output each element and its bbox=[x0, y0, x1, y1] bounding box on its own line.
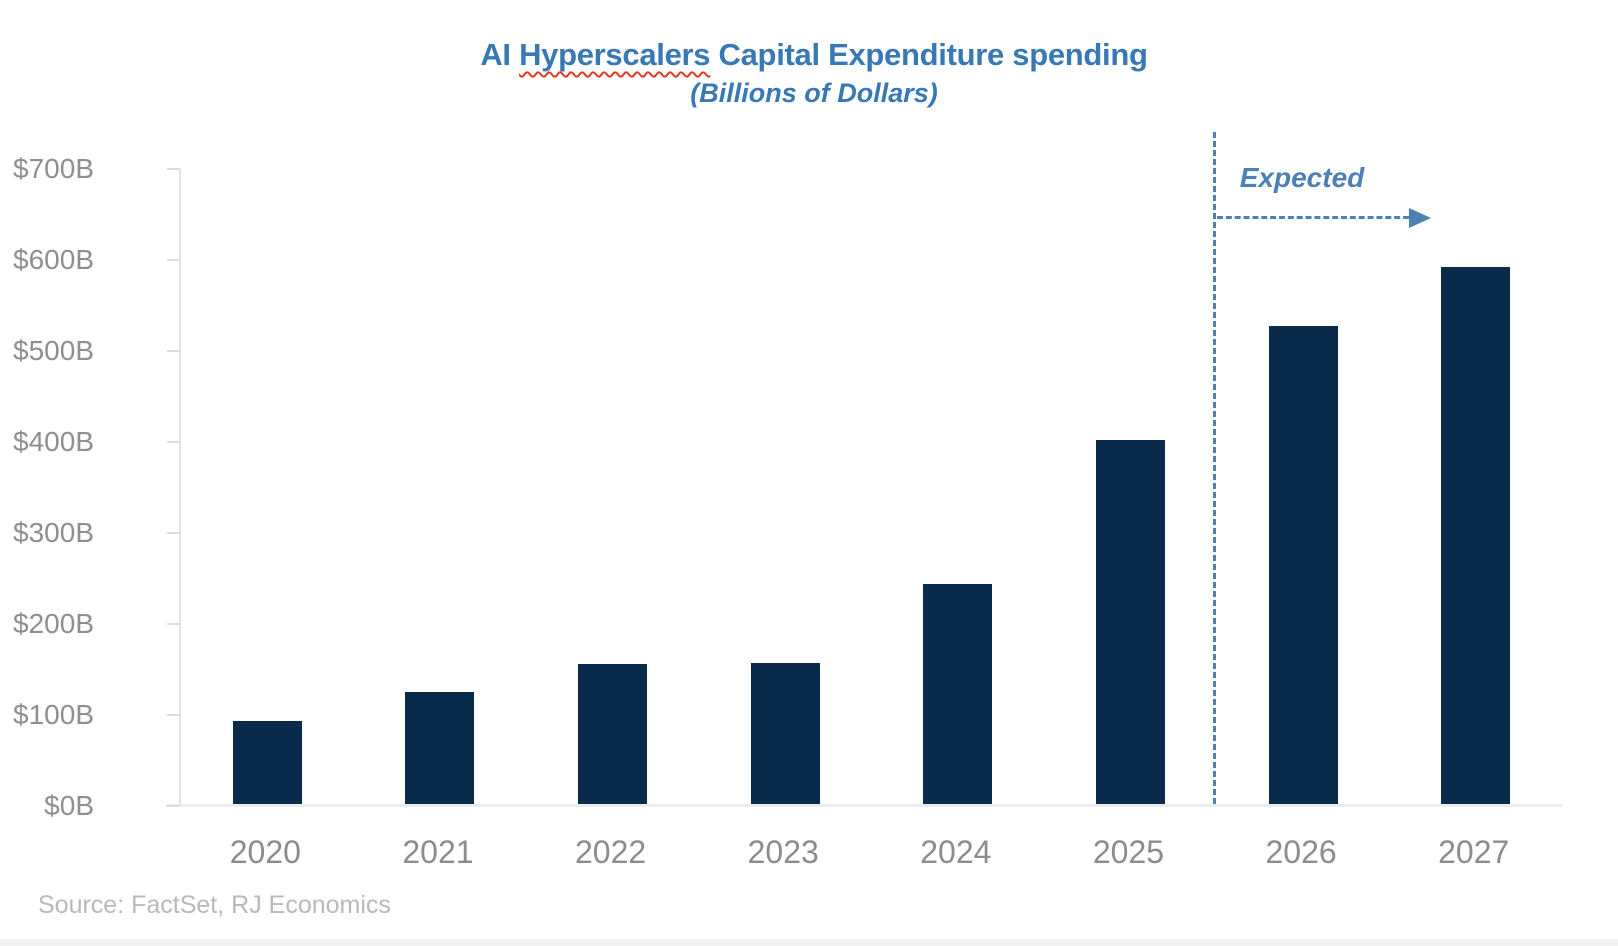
x-axis-label-2027: 2027 bbox=[1438, 834, 1510, 870]
source-note: Source: FactSet, RJ Economics bbox=[38, 891, 391, 919]
bottom-band bbox=[0, 939, 1618, 946]
y-axis-label: $100B bbox=[13, 699, 94, 730]
y-axis-tick bbox=[167, 350, 180, 352]
y-axis-label: $600B bbox=[13, 244, 94, 275]
x-axis-label-2025: 2025 bbox=[1092, 834, 1165, 870]
y-axis-tick bbox=[167, 532, 180, 534]
x-axis-label-2024: 2024 bbox=[920, 834, 992, 870]
chart-title-suffix: Capital Expenditure spending bbox=[710, 37, 1148, 72]
bar-2021 bbox=[405, 692, 475, 804]
expected-arrow-shaft bbox=[1216, 216, 1409, 219]
bar-2022 bbox=[578, 663, 648, 804]
x-axis-line bbox=[166, 804, 1562, 807]
bar-2024 bbox=[923, 583, 993, 804]
x-axis-label-2021: 2021 bbox=[402, 834, 474, 870]
x-axis-label-2022: 2022 bbox=[574, 834, 647, 870]
y-axis-label: $300B bbox=[13, 517, 94, 548]
expected-divider-dashed-line bbox=[1212, 132, 1216, 804]
bar-2020 bbox=[232, 721, 302, 804]
y-axis-tick bbox=[167, 623, 180, 625]
y-axis-label: $700B bbox=[13, 153, 94, 184]
y-axis-tick bbox=[167, 259, 180, 261]
chart-title-misspelled-word: Hyperscalers bbox=[519, 37, 711, 72]
y-axis-tick bbox=[167, 805, 180, 807]
chart-title: AI Hyperscalers Capital Expenditure spen… bbox=[0, 36, 1618, 75]
expected-label: Expected bbox=[1239, 162, 1365, 193]
bar-2026 bbox=[1268, 326, 1338, 804]
chart-subtitle: (Billions of Dollars) bbox=[690, 77, 938, 108]
x-axis-label-2026: 2026 bbox=[1265, 834, 1337, 870]
y-axis-label: $500B bbox=[13, 335, 94, 366]
expected-arrow-head-icon bbox=[1408, 208, 1431, 228]
chart-title-prefix: AI bbox=[480, 37, 520, 72]
y-axis-tick bbox=[167, 714, 180, 716]
chart-header: AI Hyperscalers Capital Expenditure spen… bbox=[0, 36, 1618, 109]
y-axis-label: $0B bbox=[44, 790, 94, 821]
x-axis-label-2023: 2023 bbox=[747, 834, 819, 870]
y-axis-label: $200B bbox=[13, 608, 94, 639]
bar-2023 bbox=[750, 662, 820, 804]
y-axis-tick bbox=[167, 168, 180, 170]
bar-2027 bbox=[1441, 267, 1511, 804]
y-axis-label: $400B bbox=[13, 426, 94, 457]
y-axis-tick bbox=[167, 441, 180, 443]
bar-2025 bbox=[1095, 440, 1165, 804]
plot-area: $0B $100B $200B $300B $400B $500B $600B $700B bbox=[13, 155, 1562, 820]
x-axis-label-2020: 2020 bbox=[229, 834, 301, 870]
